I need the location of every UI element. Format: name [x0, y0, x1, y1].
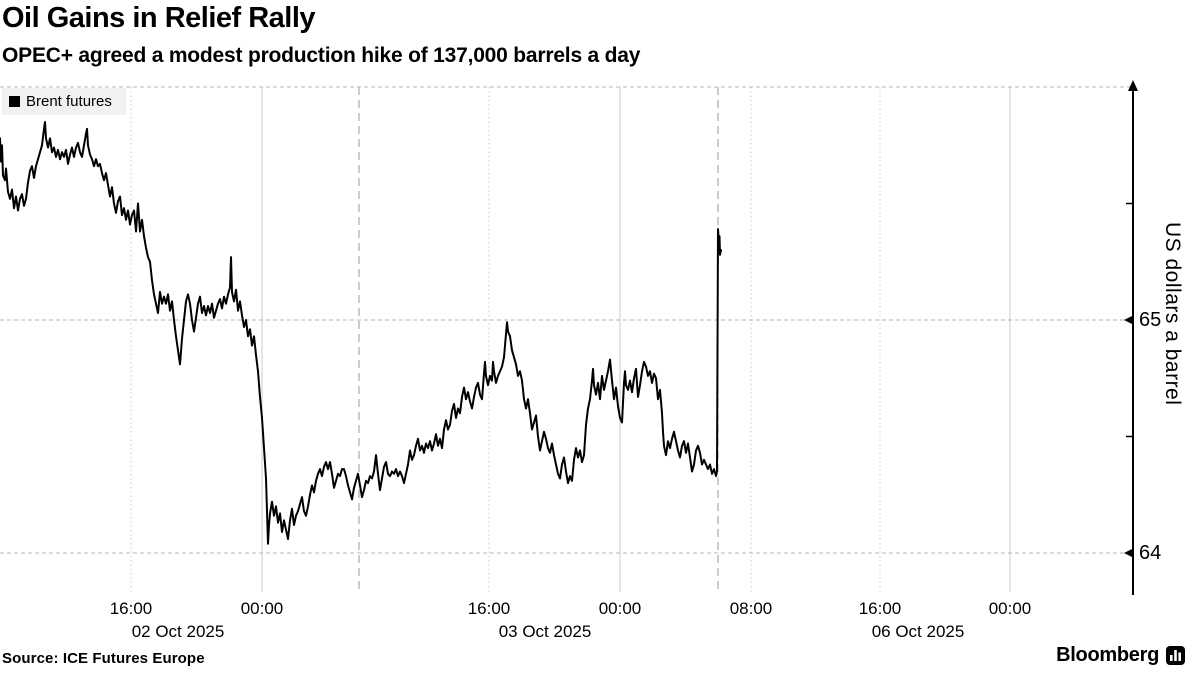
- bloomberg-terminal-icon: [1166, 646, 1185, 665]
- legend-label: Brent futures: [26, 93, 112, 110]
- source-caption: Source: ICE Futures Europe: [2, 650, 205, 667]
- legend-swatch-icon: [9, 96, 20, 107]
- x-date-label: 06 Oct 2025: [871, 622, 965, 641]
- y-tick-label: 65: [1139, 309, 1162, 331]
- y-axis-title: US dollars a barrel: [1161, 222, 1184, 406]
- x-tick-label: 08:00: [729, 599, 773, 618]
- x-tick-label: 16:00: [467, 599, 511, 618]
- page-title: Oil Gains in Relief Rally: [2, 2, 316, 34]
- legend: Brent futures: [2, 88, 126, 115]
- bloomberg-logo: Bloomberg: [1056, 644, 1185, 667]
- bloomberg-wordmark: Bloomberg: [1056, 644, 1159, 666]
- x-tick-label: 00:00: [598, 599, 642, 618]
- x-tick-label: 00:00: [240, 599, 284, 618]
- x-tick-label: 16:00: [858, 599, 902, 618]
- x-tick-label: 16:00: [109, 599, 153, 618]
- x-date-label: 03 Oct 2025: [498, 622, 592, 641]
- x-date-label: 02 Oct 2025: [131, 622, 225, 641]
- x-tick-label: 00:00: [988, 599, 1032, 618]
- page-subtitle: OPEC+ agreed a modest production hike of…: [2, 44, 641, 67]
- y-tick-label: 64: [1139, 542, 1162, 564]
